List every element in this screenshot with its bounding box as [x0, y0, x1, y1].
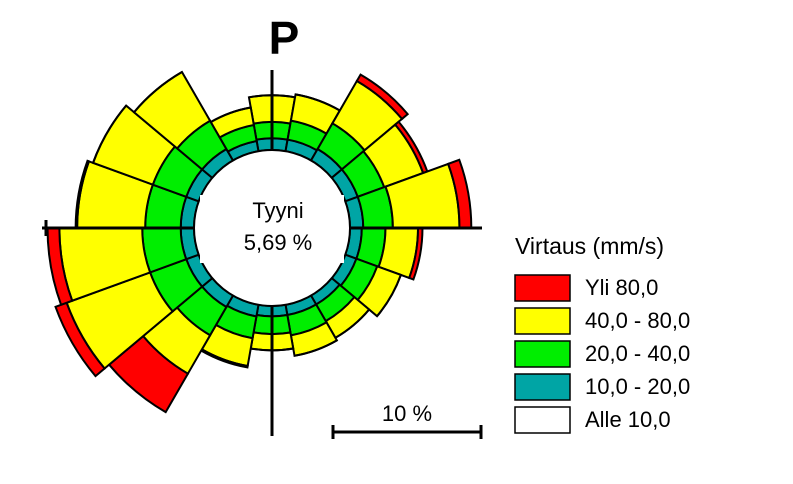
legend-swatch	[514, 307, 571, 335]
calm-background	[200, 195, 344, 263]
legend-label: Yli 80,0	[585, 275, 658, 300]
legend-label: Alle 10,0	[585, 407, 671, 432]
rose-segment	[407, 227, 424, 281]
scale-bar: 10 %	[331, 401, 483, 439]
legend-swatch	[514, 406, 571, 434]
legend-swatch	[514, 274, 571, 302]
rose-segment	[355, 73, 410, 121]
rose-segment	[74, 159, 91, 229]
scale-label: 10 %	[382, 401, 432, 426]
legend: Alle 10,0 10,0 - 20,0 20,0 - 40,0 40,0 - 80…	[514, 274, 690, 434]
legend-title: Virtaus (mm/s)	[515, 233, 664, 259]
chart-title: P	[269, 12, 300, 64]
calm-label: Tyyni	[252, 198, 303, 223]
legend-label: 10,0 - 20,0	[585, 374, 690, 399]
legend-swatch	[514, 373, 571, 401]
calm-value: 5,69 %	[244, 230, 313, 255]
legend-label: 40,0 - 80,0	[585, 308, 690, 333]
legend-swatch	[514, 340, 571, 368]
legend-label: 20,0 - 40,0	[585, 341, 690, 366]
